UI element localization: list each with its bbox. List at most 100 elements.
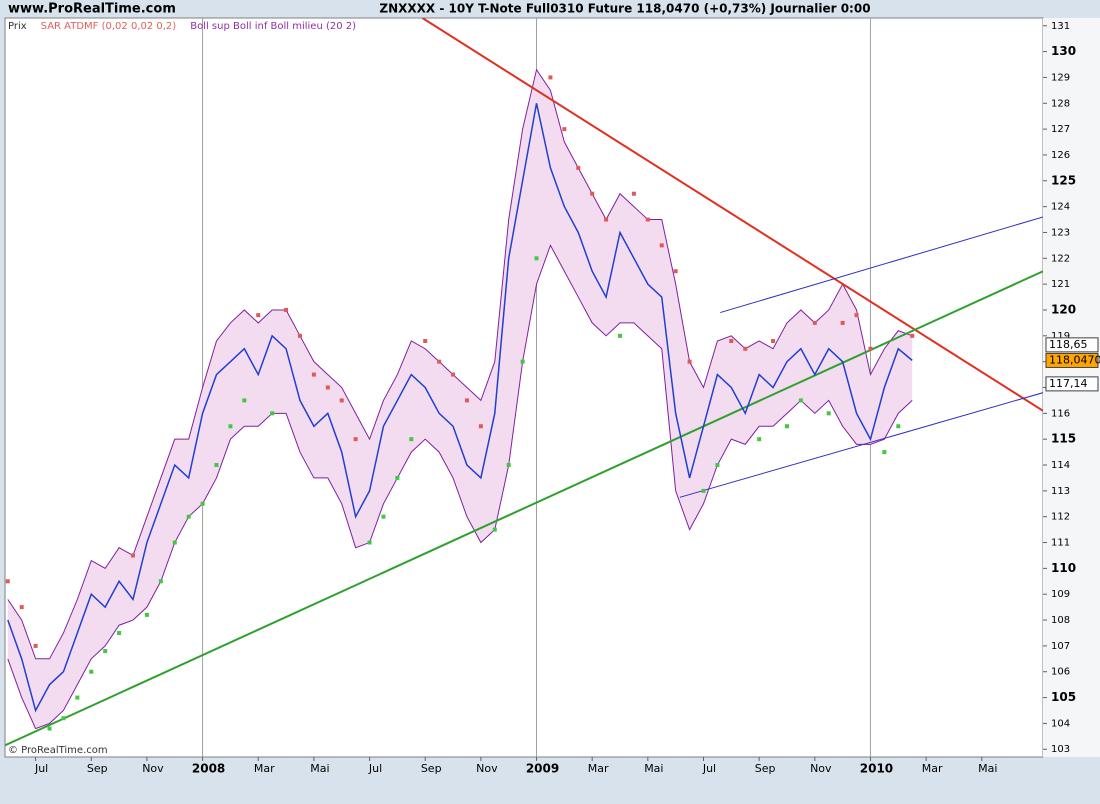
x-tick-label: Nov: [142, 762, 164, 775]
sar-dot: [311, 372, 316, 377]
y-tick-label: 128: [1051, 98, 1070, 109]
sar-dot: [701, 488, 706, 493]
sar-dot: [757, 437, 762, 442]
y-tick-label: 116: [1051, 408, 1070, 419]
price-line: [7, 103, 913, 713]
sar-dot: [520, 359, 525, 364]
sar-dot: [339, 398, 344, 403]
sar-dot: [576, 165, 581, 170]
price-label: 117,14: [1049, 377, 1088, 390]
sar-dot: [5, 579, 10, 584]
y-tick-label: 122: [1051, 253, 1070, 264]
sar-dot: [381, 514, 386, 519]
sar-dot: [172, 540, 177, 545]
sar-dot: [61, 716, 66, 721]
y-tick-label: 127: [1051, 124, 1070, 135]
sar-dot: [840, 320, 845, 325]
x-tick-label: Sep: [87, 762, 108, 775]
y-tick-label: 124: [1051, 202, 1070, 213]
sar-dot: [826, 411, 831, 416]
sar-dot: [297, 333, 302, 338]
sar-dot: [33, 643, 38, 648]
y-tick-label: 125: [1051, 173, 1076, 187]
sar-dot: [604, 217, 609, 222]
sar-dot: [882, 450, 887, 455]
sar-dot: [75, 695, 80, 700]
sar-dot: [659, 243, 664, 248]
sar-dot: [548, 75, 553, 80]
sar-dot: [117, 630, 122, 635]
sar-dot: [242, 398, 247, 403]
sar-dot: [423, 338, 428, 343]
y-tick-label: 106: [1051, 667, 1070, 678]
sar-dot: [144, 612, 149, 617]
price-label: 118,0470: [1049, 353, 1100, 366]
x-tick-label: Mai: [310, 762, 329, 775]
sar-dot: [325, 385, 330, 390]
plot-layer: [5, 18, 1043, 757]
y-tick-label: 103: [1051, 744, 1070, 755]
sar-dot: [896, 424, 901, 429]
sar-dot: [854, 313, 859, 318]
legend-entry: Prix: [8, 21, 27, 32]
sar-dot: [868, 346, 873, 351]
trend-line: [679, 392, 1043, 498]
sar-dot: [771, 338, 776, 343]
site: www.ProRealTime.com: [8, 2, 176, 17]
sar-dot: [409, 437, 414, 442]
sar-dot: [437, 359, 442, 364]
sar-dot: [367, 540, 372, 545]
y-tick-label: 129: [1051, 72, 1070, 83]
watermark: © ProRealTime.com: [8, 745, 108, 756]
sar-dot: [353, 437, 358, 442]
x-tick-label: 2010: [860, 762, 893, 776]
sar-dot: [743, 346, 748, 351]
sar-dot: [256, 313, 261, 318]
y-tick-label: 119: [1051, 331, 1070, 342]
sar-dot: [910, 333, 915, 338]
band-fill: [7, 69, 913, 729]
x-tick-label: Nov: [810, 762, 832, 775]
price-label: 118,65: [1049, 338, 1088, 351]
y-tick-label: 130: [1051, 44, 1076, 58]
x-tick-label: Sep: [421, 762, 442, 775]
y-tick-label: 120: [1051, 302, 1076, 316]
y-tick-label: 131: [1051, 21, 1070, 32]
sar-dot: [464, 398, 469, 403]
sar-dot: [200, 501, 205, 506]
y-tick-label: 107: [1051, 641, 1070, 652]
y-tick-label: 121: [1051, 279, 1070, 290]
sar-dot: [395, 475, 400, 480]
sar-dot: [534, 256, 539, 261]
x-tick-label: Mai: [644, 762, 663, 775]
x-tick-label: Mar: [922, 762, 943, 775]
sar-dot: [228, 424, 233, 429]
x-tick-label: Jul: [34, 762, 48, 775]
x-tick-label: 2008: [192, 762, 225, 776]
boll-upper-line: [7, 68, 913, 660]
y-tick-label: 108: [1051, 615, 1070, 626]
sar-dot: [562, 127, 567, 132]
sar-dot: [131, 553, 136, 558]
x-tick-label: Sep: [755, 762, 776, 775]
sar-dot: [478, 424, 483, 429]
sar-dot: [19, 605, 24, 610]
sar-dot: [715, 463, 720, 468]
x-tick-label: Jul: [368, 762, 382, 775]
sar-dot: [687, 359, 692, 364]
sar-dot: [631, 191, 636, 196]
boll-lower-line: [7, 244, 913, 730]
y-tick-label: 111: [1051, 538, 1070, 549]
y-tick-label: 126: [1051, 150, 1070, 161]
x-tick-label: Jul: [702, 762, 716, 775]
y-tick-label: 112: [1051, 512, 1070, 523]
x-tick-label: Mar: [588, 762, 609, 775]
sar-dot: [784, 424, 789, 429]
y-tick-label: 115: [1051, 432, 1076, 446]
x-tick-label: Mai: [978, 762, 997, 775]
sar-dot: [590, 191, 595, 196]
x-tick-label: Mar: [254, 762, 275, 775]
y-tick-label: 104: [1051, 718, 1070, 729]
sar-dot: [89, 669, 94, 674]
